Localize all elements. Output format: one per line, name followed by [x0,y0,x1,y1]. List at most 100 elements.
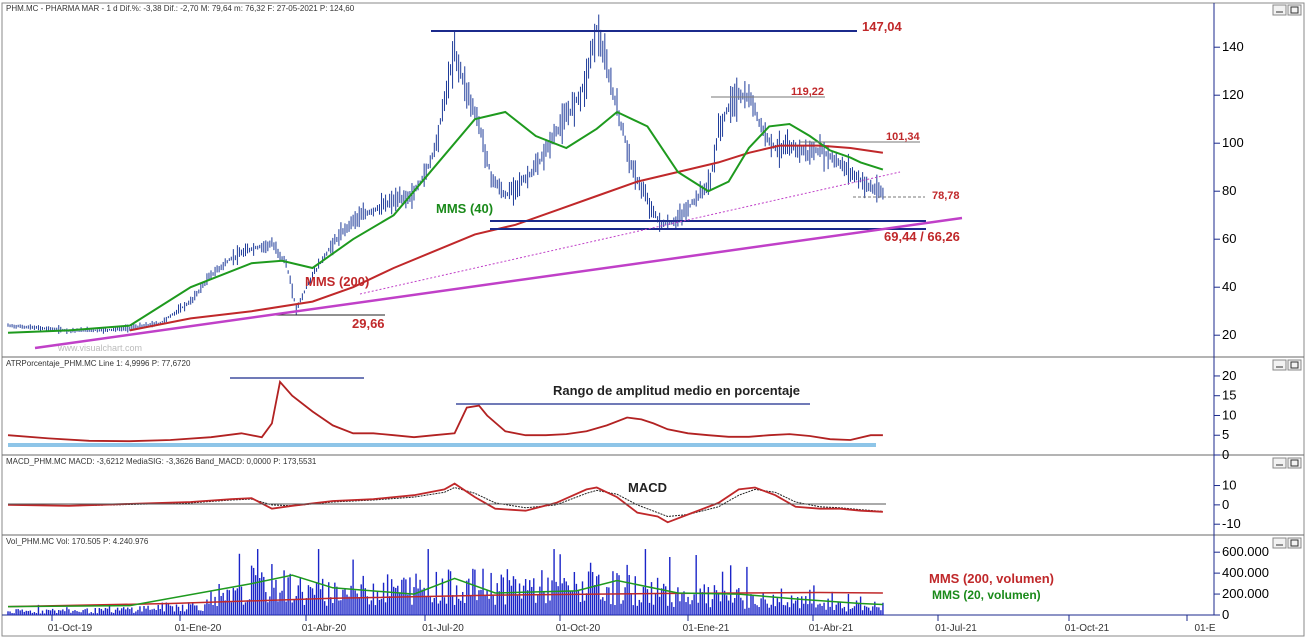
volume-bar [139,606,141,615]
volume-bar [549,600,551,615]
volume-bar [238,553,241,615]
volume-bar [346,594,348,615]
volume-bar [634,576,636,615]
volume-bar [185,609,188,615]
volume-bar [206,599,208,615]
panel-controls-price[interactable] [1272,4,1302,16]
volume-bar [108,604,111,615]
volume-bar [723,590,726,615]
volume-bar [482,568,484,615]
volume-bar [596,576,598,615]
volume-bar [23,611,25,615]
x-tick-label: 01-Oct-21 [1065,623,1110,634]
volume-bar [524,579,527,615]
volume-bar [76,611,78,615]
volume-bar [689,604,691,615]
volume-bar [80,612,82,615]
volume-bar [865,606,868,615]
volume-bar [228,590,230,615]
volume-bar [273,587,275,615]
indicator-lines [7,110,884,608]
volume-bar [600,599,602,615]
x-tick-label: 01-Oct-20 [556,623,601,634]
volume-bar [415,573,417,615]
volume-bar [370,600,373,615]
volume-bar [161,602,163,615]
atr-panel-header: ATRPorcentaje_PHM.MC Line 1: 4,9996 P: 7… [6,359,191,368]
volume-bar [277,601,279,615]
volume-bar [882,602,884,615]
volume-bar [279,592,281,615]
volume-bar [118,610,121,615]
volume-bar [744,608,746,615]
volume-bar [344,587,346,615]
volume-bar [234,590,237,615]
volume-bar [669,557,671,615]
volume-bar [137,609,139,615]
volume-bar [285,601,287,615]
volume-bar [784,605,787,615]
volume-bar [764,599,766,615]
volume-bar [100,608,103,615]
y-tick-label: 10 [1222,478,1236,493]
y-tick-label: 0 [1222,497,1229,512]
volume-bar [543,591,545,615]
panel-controls-volume[interactable] [1272,537,1302,549]
level-78: 78,78 [932,190,960,202]
volume-bar [472,568,474,615]
volume-bar [271,564,273,615]
volume-bar [210,591,212,615]
volume-bar [447,569,450,615]
volume-bar [125,609,127,615]
volume-bar [693,594,695,615]
volume-bar [492,594,494,615]
x-tick-label: 01-Jul-21 [935,623,977,634]
volume-bar [372,583,375,615]
volume-bar [151,609,153,615]
volume-bar [762,592,764,615]
volume-bar [849,609,852,615]
volume-bar [859,596,862,615]
volume-bar [431,602,433,615]
volume-bar [41,610,44,615]
volume-bar [212,605,214,615]
volume-bar [147,605,149,615]
volume-bar [116,607,119,615]
volume-bar [214,596,216,615]
volume-bar [644,549,647,615]
volume-bar [496,583,498,615]
volume-bar [145,608,147,615]
panel-controls-macd[interactable] [1272,457,1302,469]
volume-bar [66,607,68,615]
volume-bar [498,591,500,615]
volume-bar [790,595,793,615]
volume-bar [281,590,283,615]
volume-bar [502,577,505,615]
volume-bar [715,590,718,615]
volume-bar [362,575,364,615]
volume-bar [244,602,247,615]
volume-bar [167,603,170,615]
volume-bar [788,607,791,615]
x-tick-label: 01-E [1194,623,1215,634]
volume-bar [604,600,606,615]
volume-bar [801,596,803,615]
volume-bar [569,590,572,615]
volume-bar [815,607,817,615]
y-tick-label: 10 [1222,407,1236,422]
volume-bar [407,594,409,615]
volume-bar [110,612,113,615]
volume-bar [445,603,448,615]
volume-bar [553,549,555,615]
panel-controls-atr[interactable] [1272,359,1302,371]
volume-bar [770,604,772,615]
volume-bar [758,607,760,615]
volume-bar [776,598,779,615]
volume-bar [435,571,438,615]
volume-bar [423,587,425,615]
volume-bar [457,598,460,615]
volume-bar [395,587,397,615]
volume-bar [608,587,610,615]
volume-bar [738,588,740,615]
volume-bar [707,587,710,615]
